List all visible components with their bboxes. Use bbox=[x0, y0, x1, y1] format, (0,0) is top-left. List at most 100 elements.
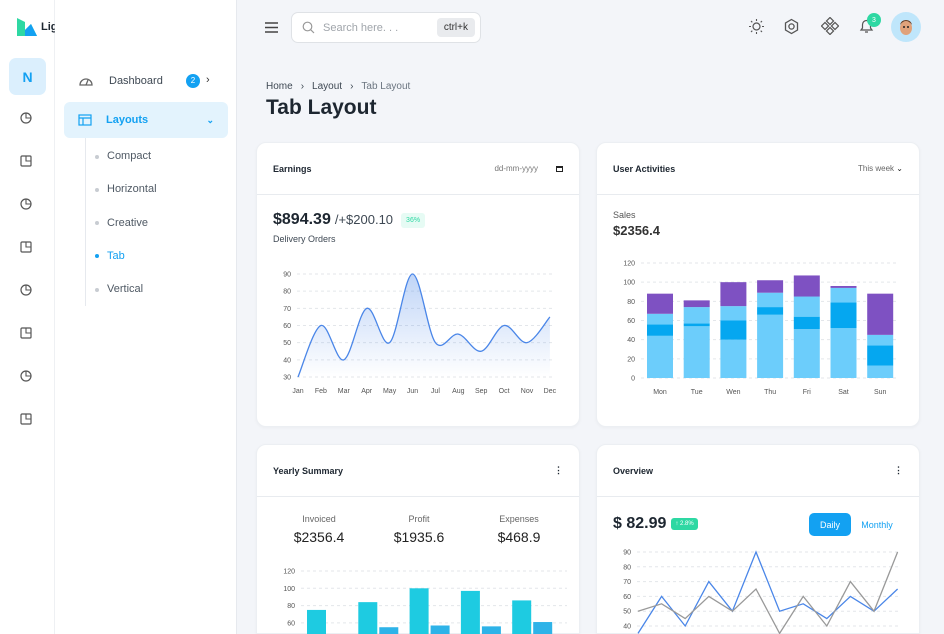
yearly-title: Yearly Summary bbox=[273, 465, 344, 476]
theme-toggle-button[interactable] bbox=[748, 18, 765, 40]
bar-segment bbox=[647, 324, 673, 336]
bar-segment bbox=[830, 286, 857, 288]
sidebar-item-dashboard[interactable]: Dashboard 2 bbox=[79, 73, 200, 89]
bar-segment bbox=[867, 293, 894, 335]
sidebar-item-layouts[interactable]: Layouts ⌄ bbox=[64, 102, 228, 138]
y-tick-label: 120 bbox=[623, 261, 635, 268]
overview-card: Overview ⋮ $ 82.99 ↑ 2.8% Daily Monthly 4… bbox=[596, 444, 920, 634]
bar-series-1 bbox=[460, 590, 480, 634]
submenu-item-horizontal[interactable]: Horizontal bbox=[107, 183, 157, 196]
chevron-down-icon: ⌄ bbox=[896, 164, 903, 173]
bar-series-1 bbox=[409, 588, 429, 634]
user-pose-icon bbox=[20, 155, 32, 167]
calendar-icon[interactable] bbox=[556, 165, 563, 172]
range-value: This week bbox=[858, 164, 895, 173]
x-tick-label: Feb bbox=[315, 388, 327, 395]
user-initial-button[interactable]: N bbox=[9, 58, 46, 95]
submenu-item-vertical[interactable]: Vertical bbox=[107, 283, 144, 296]
rail-book-icon[interactable] bbox=[19, 197, 35, 213]
bar-segment bbox=[683, 300, 710, 308]
stat-label: Expenses bbox=[499, 514, 539, 524]
submenu-dot bbox=[95, 287, 99, 292]
bar-series-1 bbox=[358, 602, 378, 634]
avatar[interactable] bbox=[891, 12, 921, 42]
stat-value: $468.9 bbox=[497, 529, 541, 545]
overview-amount: $ 82.99 bbox=[613, 515, 667, 532]
bar-segment bbox=[757, 292, 784, 308]
bar-segment bbox=[720, 306, 747, 321]
chart-icon bbox=[20, 284, 32, 296]
submenu-item-tab[interactable]: Tab bbox=[107, 249, 125, 262]
earnings-amount: $894.39 bbox=[273, 211, 331, 228]
hamburger-icon bbox=[265, 22, 278, 33]
y-tick-label: 120 bbox=[283, 569, 295, 576]
yearly-chart: 60 80 100 120 bbox=[283, 569, 567, 634]
rail-devices-icon[interactable] bbox=[19, 369, 35, 385]
overview-title: Overview bbox=[613, 465, 654, 476]
line-series-gray bbox=[637, 551, 899, 634]
y-tick-label: 60 bbox=[283, 323, 291, 330]
stat-value: $1935.6 bbox=[393, 529, 445, 545]
earnings-title: Earnings bbox=[273, 163, 312, 174]
sales-amount: $2356.4 bbox=[613, 223, 660, 238]
bar-series-2 bbox=[379, 627, 399, 634]
rail-pie-chart-icon[interactable] bbox=[19, 111, 35, 127]
submenu-item-creative[interactable]: Creative bbox=[107, 216, 148, 229]
y-tick-label: 100 bbox=[283, 586, 295, 593]
settings-button[interactable] bbox=[783, 18, 800, 40]
more-vertical-icon[interactable]: ⋮ bbox=[554, 465, 563, 475]
tab-monthly[interactable]: Monthly bbox=[861, 519, 893, 530]
date-input[interactable]: dd-mm-yyyy bbox=[494, 164, 563, 173]
submenu-dot bbox=[95, 221, 99, 226]
date-placeholder: dd-mm-yyyy bbox=[494, 164, 538, 173]
breadcrumb-home[interactable]: Home bbox=[266, 81, 293, 92]
more-vertical-icon[interactable]: ⋮ bbox=[894, 465, 903, 475]
chevron-down-icon: ⌄ bbox=[206, 115, 214, 125]
x-tick-label: Oct bbox=[499, 388, 510, 395]
layout-icon bbox=[78, 114, 92, 126]
earnings-line bbox=[297, 273, 551, 378]
bar-segment bbox=[683, 323, 710, 327]
bar-series-2 bbox=[481, 626, 501, 634]
bar-segment bbox=[720, 320, 747, 340]
breadcrumb-layout[interactable]: Layout bbox=[312, 81, 343, 92]
user-activities-card: User Activities This week ⌄ Sales $2356.… bbox=[596, 142, 920, 427]
bar-segment bbox=[757, 314, 784, 378]
bar-segment bbox=[647, 335, 673, 378]
breadcrumb-current: Tab Layout bbox=[361, 81, 411, 92]
rail-chart-icon[interactable] bbox=[19, 283, 35, 299]
y-tick-label: 40 bbox=[627, 337, 635, 344]
bar-segment bbox=[683, 307, 710, 324]
menu-toggle-button[interactable] bbox=[264, 21, 279, 39]
bar-segment bbox=[793, 329, 820, 378]
y-tick-label: 60 bbox=[623, 594, 631, 601]
y-tick-label: 20 bbox=[627, 356, 635, 363]
stat-value: $2356.4 bbox=[293, 529, 345, 545]
sun-icon bbox=[749, 19, 764, 34]
search-input[interactable]: Search here. . . ctrl+k bbox=[291, 12, 481, 43]
rail-building-icon[interactable] bbox=[19, 326, 35, 342]
y-tick-label: 40 bbox=[283, 357, 291, 364]
notification-count: 3 bbox=[867, 13, 881, 27]
search-placeholder: Search here. . . bbox=[323, 21, 399, 34]
tab-daily[interactable]: Daily bbox=[809, 513, 851, 536]
rail-table-icon[interactable] bbox=[19, 240, 35, 256]
x-tick-label: May bbox=[383, 388, 397, 395]
y-tick-label: 80 bbox=[283, 289, 291, 296]
search-icon bbox=[302, 21, 315, 34]
submenu-line bbox=[85, 138, 86, 306]
logo-icon bbox=[17, 18, 37, 36]
apps-icon bbox=[820, 16, 840, 36]
bar-series-2 bbox=[533, 622, 553, 634]
x-tick-label: Apr bbox=[361, 388, 373, 395]
rail-user-pose-icon[interactable] bbox=[19, 154, 35, 170]
rail-briefcase-icon[interactable] bbox=[19, 412, 35, 428]
earnings-subtitle: Delivery Orders bbox=[273, 234, 336, 244]
chevron-right-icon: › bbox=[350, 81, 354, 92]
submenu-item-compact[interactable]: Compact bbox=[107, 150, 152, 162]
range-dropdown[interactable]: This week ⌄ bbox=[858, 164, 903, 173]
x-tick-label: Sat bbox=[838, 389, 849, 396]
breadcrumb: Home › Layout › Tab Layout bbox=[266, 81, 410, 93]
apps-button[interactable] bbox=[820, 16, 840, 40]
earnings-area bbox=[298, 274, 550, 377]
